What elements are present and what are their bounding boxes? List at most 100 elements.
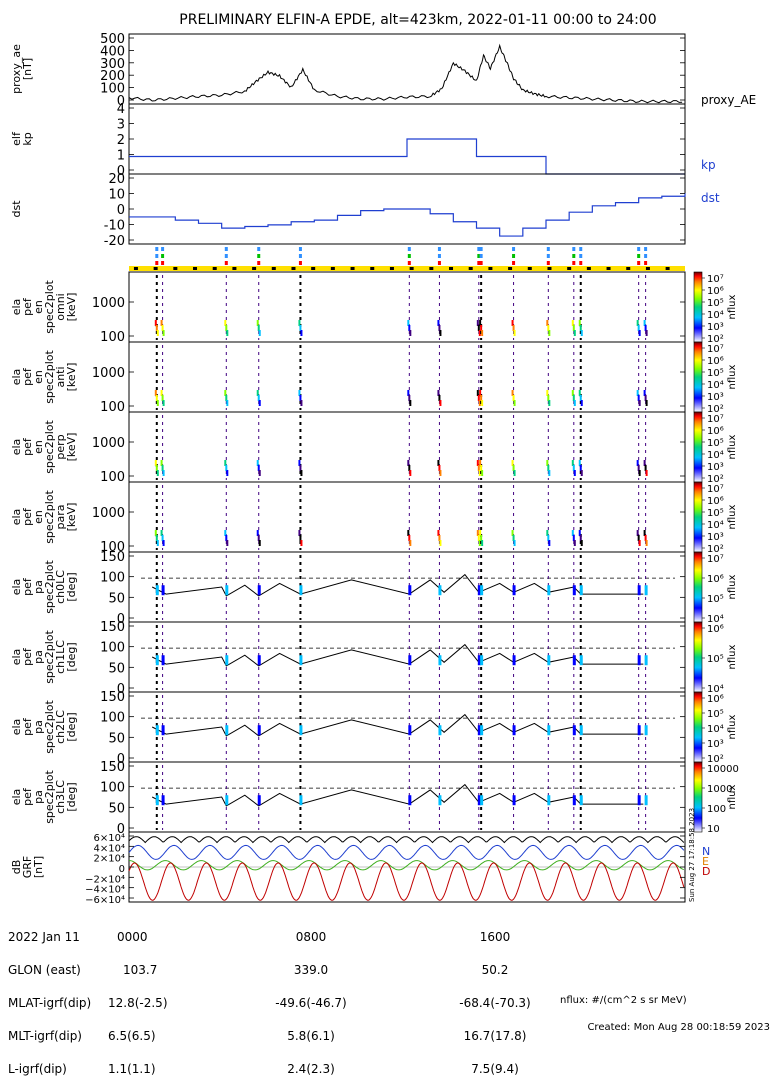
spectrogram-pixel bbox=[161, 395, 164, 401]
spectrogram-pixel bbox=[579, 535, 582, 541]
y-tick-label: 150 bbox=[100, 690, 125, 705]
y-tick-label: 1000 bbox=[92, 506, 125, 521]
y-axis-label-line: spec2plot bbox=[43, 350, 56, 404]
pitch-angle-panels bbox=[128, 551, 686, 833]
spectrogram-pixel bbox=[408, 395, 411, 401]
y-tick-label: 100 bbox=[100, 711, 125, 726]
spectrogram-pixel bbox=[644, 325, 647, 331]
spectrogram-pixel bbox=[480, 535, 483, 541]
pass-marker-mid bbox=[477, 254, 481, 258]
y-axis-label-line: [nT] bbox=[32, 856, 45, 878]
orbit-dot bbox=[350, 267, 355, 270]
pass-marker-red bbox=[546, 261, 550, 265]
colorbar-tick-label: 10⁵ bbox=[707, 298, 724, 309]
pitch-angle-frame bbox=[128, 621, 686, 693]
y-tick-label: 100 bbox=[100, 641, 125, 656]
pass-marker-red bbox=[224, 261, 228, 265]
spectrogram-pixel bbox=[160, 390, 163, 396]
pitch-angle-pixel bbox=[637, 725, 641, 736]
side-timestamp: Sun Aug 27 17:18:58 2023 bbox=[688, 808, 696, 902]
pass-marker-red bbox=[572, 261, 576, 265]
spectrogram-pixel bbox=[479, 530, 482, 536]
y-axis-label-line: spec2plot bbox=[43, 770, 56, 824]
spectrogram-frame bbox=[128, 411, 686, 483]
pitch-angle-pixel bbox=[225, 725, 229, 736]
orbit-dot bbox=[586, 267, 591, 270]
spectrogram-pixel bbox=[578, 530, 581, 536]
spectrogram-pixel bbox=[546, 320, 549, 326]
y-tick-label: −2×10⁴ bbox=[85, 874, 125, 885]
spectrogram-pixel bbox=[573, 540, 576, 546]
y-axis-label: proxy_ae[nT] bbox=[10, 44, 34, 94]
pass-marker-mid bbox=[437, 254, 441, 258]
spectrogram-pixel bbox=[299, 535, 302, 541]
spectrogram-pixel bbox=[477, 465, 480, 471]
spectrogram-pixel bbox=[548, 470, 551, 476]
y-tick-label: 100 bbox=[100, 571, 125, 586]
pitch-angle-pixel bbox=[257, 725, 261, 736]
spectrogram-pixel bbox=[481, 470, 484, 476]
db-grf-panel: N E D bbox=[128, 831, 710, 903]
pass-marker-red bbox=[579, 261, 583, 265]
pass-marker-red bbox=[161, 261, 165, 265]
pitch-angle-pixel bbox=[155, 585, 159, 596]
spectrogram-pixel bbox=[162, 470, 165, 476]
pitch-angle-pixel bbox=[257, 795, 261, 806]
pitch-angle-pixel bbox=[480, 655, 484, 666]
colorbar-tick-label: 10³ bbox=[707, 392, 724, 403]
spectrogram-pixel bbox=[481, 330, 484, 336]
spectrogram-pixel bbox=[636, 390, 639, 396]
pitch-angle-pixel bbox=[572, 655, 576, 666]
label-mlt: MLT-igrf(dip) bbox=[8, 1029, 82, 1043]
y-axis-label-line: [keV] bbox=[65, 363, 78, 392]
spectrogram-pixel bbox=[637, 465, 640, 471]
loss-cone-line bbox=[151, 713, 644, 737]
spectrogram-pixel bbox=[154, 390, 157, 396]
spectrogram-pixel bbox=[439, 540, 442, 546]
pitch-angle-pixel bbox=[637, 655, 641, 666]
y-axis-label-line: pa bbox=[32, 580, 45, 594]
y-tick-label: 100 bbox=[100, 330, 125, 345]
spectrogram-frame bbox=[128, 271, 686, 343]
ephemeris-labels: 2022 Jan 11 GLON (east) MLAT-igrf(dip) M… bbox=[8, 910, 91, 1086]
spectrogram-pixel bbox=[161, 325, 164, 331]
spectrogram-pixel bbox=[636, 530, 639, 536]
pitch-angle-pixel bbox=[438, 655, 442, 666]
spectrogram-pixel bbox=[645, 400, 648, 406]
loss-cone-line bbox=[151, 573, 644, 597]
pitch-angle-pixel bbox=[161, 725, 165, 736]
orbit-dot bbox=[193, 267, 198, 270]
colorbar-tick-label: 100 bbox=[707, 804, 726, 815]
y-tick-label: 150 bbox=[100, 760, 125, 775]
pass-marker-red bbox=[257, 261, 261, 265]
pitch-angle-pixel bbox=[257, 655, 261, 666]
spectrogram-pixel bbox=[439, 400, 442, 406]
spectrogram-pixel bbox=[156, 470, 159, 476]
pitch-angle-pixel bbox=[512, 725, 516, 736]
spectrogram-pixel bbox=[511, 530, 514, 536]
spectrogram-pixel bbox=[578, 460, 581, 466]
colorbar bbox=[693, 341, 703, 413]
units-note: nflux: #/(cm^2 s sr MeV) bbox=[560, 995, 687, 1006]
colorbar-tick-label: 10² bbox=[707, 544, 724, 555]
y-axis-label-line: elf bbox=[10, 131, 23, 146]
spectrogram-pixel bbox=[478, 400, 481, 406]
pass-marker-top bbox=[298, 247, 302, 251]
colorbar-label: nflux bbox=[727, 294, 738, 319]
ephemeris-col-0800: 0800 339.0 -49.6(-46.7) 5.8(6.1) 2.4(2.3… bbox=[266, 910, 356, 1086]
orbit-dot bbox=[212, 267, 217, 270]
pitch-angle-pixel bbox=[408, 655, 412, 666]
spectrogram-pixel bbox=[224, 530, 227, 536]
pass-marker-top bbox=[479, 247, 483, 251]
y-axis-label-line: pa bbox=[32, 650, 45, 664]
y-axis-label-line: [deg] bbox=[65, 642, 78, 671]
orbit-dot bbox=[547, 267, 552, 270]
y-axis-label-line: ela bbox=[10, 509, 23, 526]
spectrogram-pixel bbox=[511, 460, 514, 466]
y-tick-label: 0 bbox=[119, 864, 125, 875]
spectrogram-pixel bbox=[407, 460, 410, 466]
pitch-angle-pixel bbox=[225, 655, 229, 666]
